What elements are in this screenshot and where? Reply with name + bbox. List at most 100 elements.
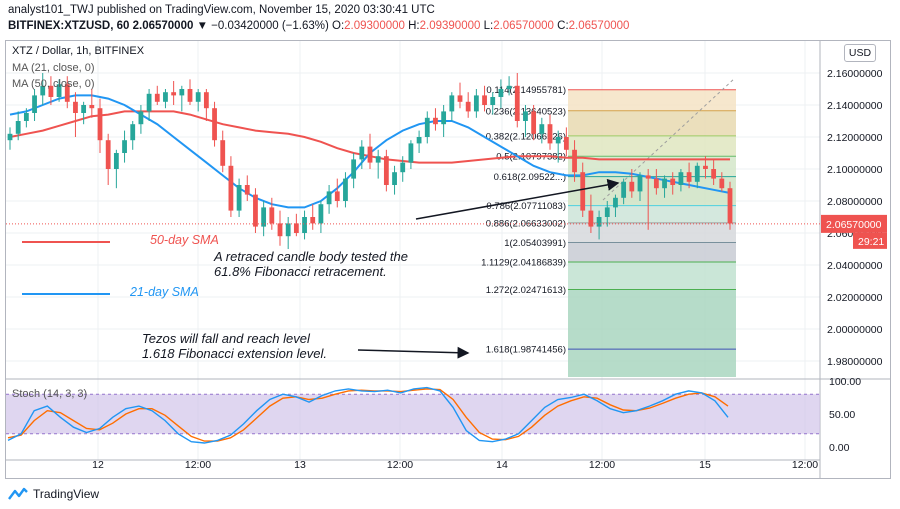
fib-level-label: 1.272(2.02471613) [486,285,566,296]
candle-body [48,85,54,97]
candle-body [113,153,119,169]
ma21-legend[interactable]: MA (21, close, 0) [12,62,95,74]
candle-body [433,117,438,125]
fib-zone [568,110,736,136]
fib-zone [568,262,736,290]
time-tick-label: 12 [92,459,104,471]
stoch-band [6,394,820,434]
candle-body [122,140,127,153]
price-tick-label: 2.08000000 [827,196,883,208]
candle-body [694,165,700,182]
currency-button[interactable]: USD [844,44,876,62]
note-retracement-2: 61.8% Fibonacci retracement. [214,264,387,279]
candles [7,73,733,249]
time-axis: 12 12:00 13 12:00 14 12:00 15 12:00 [6,459,820,471]
candle-body [146,93,152,112]
candle-body [212,108,217,141]
candle-body [473,95,479,112]
candle-body [613,197,618,208]
candle-body [32,95,37,113]
candle-body [383,156,389,185]
candle-body [490,97,496,105]
tradingview-logo-icon [8,487,28,500]
low-label: L: [483,20,494,32]
candle-body [465,101,471,112]
time-tick-label: 12:00 [589,459,615,471]
price-axis: 2.16000000 2.14000000 2.12000000 2.10000000… [6,41,887,478]
countdown-badge [853,232,887,249]
candle-body [482,95,487,105]
fib-zone [568,349,736,377]
candle-body [653,178,659,189]
candle-body [457,95,463,102]
low-value: 2.06570000 [493,20,554,32]
candle-body [514,85,520,121]
price-change: ▼ −0.03420000 (−1.63%) [196,20,329,32]
stochastic-pane: 100.00 50.00 0.00 [6,376,890,454]
stoch-legend[interactable]: Stoch (14, 3, 3) [12,388,88,400]
candle-body [261,207,267,227]
candle-body [236,185,242,211]
high-value: 2.09390000 [419,20,481,32]
fib-zone [568,222,736,243]
candle-body [15,121,21,134]
fib-level-label: 0.5(2.10797382) [496,152,566,163]
candle-body [621,181,627,198]
candle-body [506,85,512,89]
candle-body [203,92,209,109]
fib-level-label: 1.618(1.98741456) [486,345,566,356]
candle-body [228,165,234,211]
candle-body [727,188,733,224]
candle-body [171,92,177,96]
stoch-tick-label: 0.00 [829,442,850,454]
price-tick-label: 2.04000000 [827,260,883,272]
fib-zone [568,135,736,157]
time-tick-label: 15 [699,459,711,471]
brand-name: TradingView [33,487,100,501]
stoch-tick-label: 100.00 [829,376,861,388]
candle-body [253,194,258,227]
fib-level-label: 0.786(2.07711083) [486,201,566,212]
candle-body [285,223,291,237]
symbol[interactable]: BITFINEX:XTZUSD, 60 [8,20,130,32]
candle-body [703,165,708,169]
candle-body [596,217,602,227]
fib-zone [568,289,736,350]
candle-body [56,84,62,97]
candle-body [547,124,553,144]
candle-body [293,223,299,233]
candle-body [367,146,373,163]
note-retracement-1: A retraced candle body tested the [214,249,408,264]
chart-title: XTZ / Dollar, 1h, BITFINEX [12,45,145,57]
candle-body [154,93,160,102]
candle-body [130,124,136,141]
fib-level-label: 0.114(2.14955781) [486,85,566,96]
candle-body [73,101,78,113]
candle-body [89,105,95,109]
chart-frame [5,40,891,479]
candle-body [23,113,29,121]
candle-body [498,89,504,97]
fib-level-label: 1.1129(2.04186839) [481,258,566,269]
candle-body [588,210,594,227]
candle-body [302,217,307,233]
candle-body [449,95,455,112]
fib-zone [568,242,736,263]
candle-body [662,178,667,189]
candle-body [375,156,381,163]
candle-body [326,191,332,205]
chart-header: analyst101_TWJ published on TradingView.… [0,0,900,40]
ma50-legend[interactable]: MA (50, close, 0) [12,78,95,90]
last-price: 2.06570000 [132,20,194,32]
arrow-to-618 [415,178,620,220]
candle-body [244,185,250,195]
price-tick-label: 2.12000000 [827,132,883,144]
fib-zone [568,176,736,206]
candle-body [40,85,46,96]
candle-body [539,124,545,134]
candle-body [645,175,651,179]
candle-body [343,178,348,201]
close-value: 2.06570000 [568,20,630,32]
candle-body [580,172,586,211]
